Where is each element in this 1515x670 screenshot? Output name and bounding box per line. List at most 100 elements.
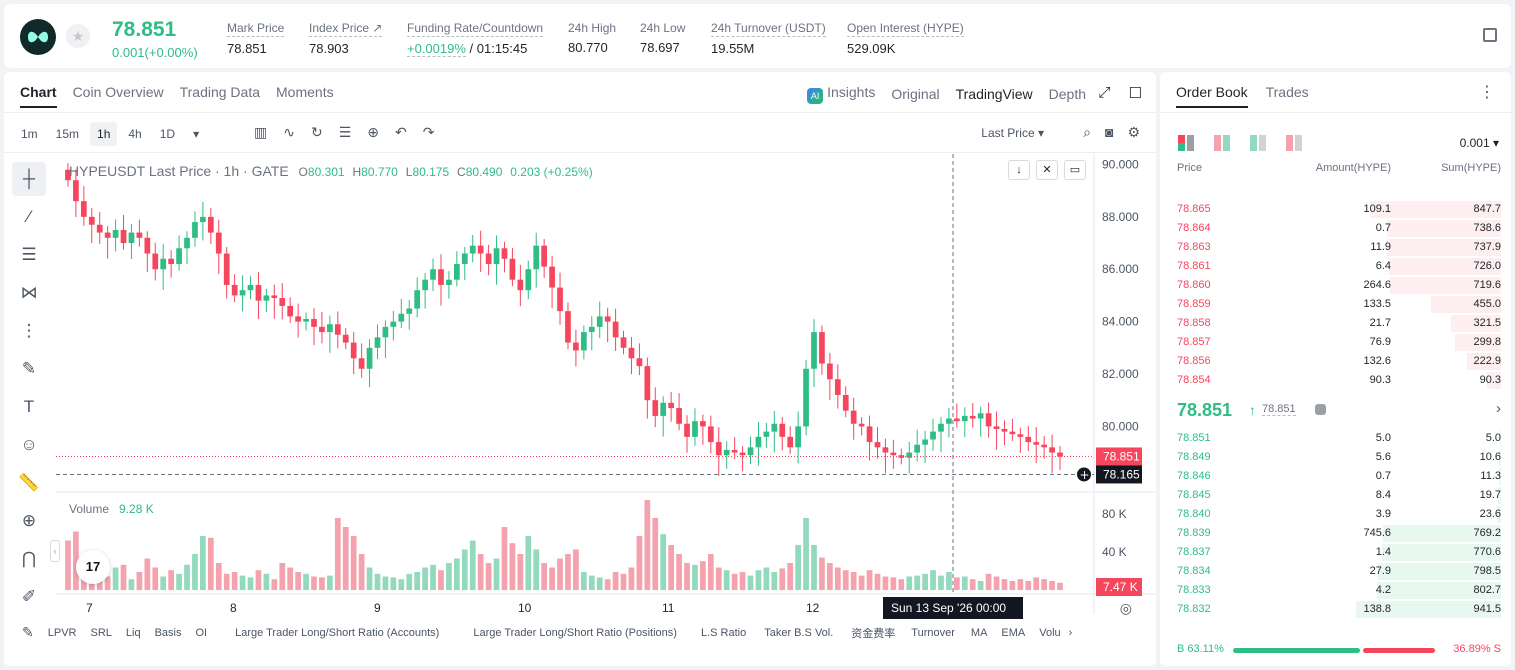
- chevron-right-icon[interactable]: ›: [1496, 400, 1501, 417]
- bids-row[interactable]: 78.851 5.0 5.0: [1160, 429, 1511, 448]
- indicator-liq[interactable]: Liq: [125, 626, 141, 639]
- indicator-srl[interactable]: SRL: [90, 626, 112, 639]
- indicator-ls-ratio[interactable]: L.S Ratio: [700, 626, 747, 639]
- tab-depth[interactable]: Depth: [1048, 86, 1086, 102]
- magnet-icon[interactable]: ⋂: [22, 549, 36, 568]
- bids-row[interactable]: 78.840 3.9 23.6: [1160, 505, 1511, 524]
- timeframe-1h[interactable]: 1h: [90, 122, 118, 146]
- fullscreen-icon[interactable]: ▭: [1064, 160, 1086, 180]
- candle-type-icon[interactable]: ▥: [254, 124, 268, 140]
- bids-only-icon[interactable]: [1250, 135, 1266, 151]
- templates-icon[interactable]: ☰: [338, 124, 352, 140]
- stat-funding-rate[interactable]: Funding Rate/Countdown +0.0019% / 01:15:…: [407, 21, 544, 57]
- bids-row[interactable]: 78.834 27.9 798.5: [1160, 562, 1511, 581]
- indicator-ma[interactable]: MA: [970, 626, 988, 639]
- tab-order-book[interactable]: Order Book: [1176, 84, 1248, 108]
- asks-row[interactable]: 78.863 11.9 737.9: [1160, 238, 1511, 257]
- more-menu-icon[interactable]: ⋮: [1479, 84, 1495, 101]
- tab-moments[interactable]: Moments: [276, 84, 334, 100]
- brush-icon[interactable]: ✎: [21, 359, 37, 378]
- ruler-icon[interactable]: 📏: [18, 473, 40, 492]
- tab-trades[interactable]: Trades: [1265, 84, 1309, 100]
- indicator-turnover[interactable]: Turnover: [911, 626, 955, 639]
- replay-icon[interactable]: ↻: [310, 124, 323, 140]
- undo-icon[interactable]: ↶: [395, 124, 407, 140]
- asks-only-icon[interactable]: [1286, 135, 1302, 151]
- asks-row[interactable]: 78.864 0.7 738.6: [1160, 219, 1511, 238]
- indicator-lt-positions[interactable]: Large Trader Long/Short Ratio (Positions…: [473, 626, 677, 639]
- timeframe-1d[interactable]: 1D: [159, 127, 176, 141]
- asks-row[interactable]: 78.860 264.6 719.6: [1160, 276, 1511, 295]
- window-icon[interactable]: ☐: [1128, 85, 1142, 102]
- zoom-in-icon[interactable]: ⊕: [21, 511, 37, 530]
- chevron-down-icon[interactable]: ▾: [193, 127, 200, 141]
- tab-tradingview[interactable]: TradingView: [955, 86, 1033, 102]
- indicator-oi[interactable]: OI: [195, 626, 208, 639]
- indicator-taker-vol[interactable]: Taker B.S Vol.: [764, 626, 834, 639]
- timeframe-1m[interactable]: 1m: [21, 127, 38, 141]
- emoji-icon[interactable]: ☺: [20, 435, 38, 454]
- bids-row[interactable]: 78.839 745.6 769.2: [1160, 524, 1511, 543]
- precision-select[interactable]: 0.001 ▾: [1459, 136, 1499, 150]
- tab-insights[interactable]: AI Insights: [807, 84, 875, 104]
- asks-row[interactable]: 78.857 76.9 299.8: [1160, 333, 1511, 352]
- book-icon[interactable]: [1483, 28, 1497, 42]
- add-alert-icon[interactable]: ⊕: [367, 124, 379, 140]
- tab-original[interactable]: Original: [891, 86, 940, 102]
- axis-settings-icon[interactable]: ◎: [1119, 600, 1132, 616]
- asks-row[interactable]: 78.861 6.4 726.0: [1160, 257, 1511, 276]
- mark-price[interactable]: 78.851: [1262, 403, 1296, 416]
- tab-trading-data[interactable]: Trading Data: [179, 84, 261, 100]
- indicator-volume[interactable]: Volu: [1039, 626, 1061, 639]
- collapse-icon[interactable]: ✕: [1036, 160, 1058, 180]
- fib-icon[interactable]: ⋮: [20, 321, 38, 340]
- tradingview-logo[interactable]: 17: [76, 550, 110, 584]
- stat-24h-turnover[interactable]: 24h Turnover (USDT) 19.55M: [711, 21, 826, 56]
- timeframe-15m[interactable]: 15m: [55, 127, 80, 141]
- chevron-right-icon[interactable]: ›: [1068, 626, 1073, 639]
- price-type-select[interactable]: Last Price ▾: [981, 126, 1044, 140]
- expand-icon[interactable]: ⤢: [1098, 84, 1111, 101]
- favorite-star-icon[interactable]: ★: [66, 24, 90, 48]
- redo-icon[interactable]: ↷: [422, 124, 435, 140]
- asks-row[interactable]: 78.859 133.5 455.0: [1160, 295, 1511, 314]
- price-chart[interactable]: 90.000 88.000 86.000 84.000 82.000 80.000 78.8…: [56, 154, 1156, 664]
- arrow-down-icon[interactable]: ↓: [1008, 160, 1030, 180]
- indicator-basis[interactable]: Basis: [154, 626, 182, 639]
- gear-icon[interactable]: ⚙: [1127, 124, 1140, 140]
- horizontal-lines-icon[interactable]: ☰: [21, 245, 37, 264]
- bids-row[interactable]: 78.833 4.2 802.7: [1160, 581, 1511, 600]
- stat-index-price[interactable]: Index Price ↗ 78.903: [309, 21, 383, 56]
- camera-icon[interactable]: ◙: [1104, 124, 1114, 140]
- search-icon[interactable]: ⌕: [1083, 124, 1091, 140]
- edit-pen-icon[interactable]: ✎: [22, 624, 34, 640]
- pattern-icon[interactable]: ⋈: [20, 283, 38, 302]
- crosshair-icon[interactable]: ┼: [12, 162, 46, 196]
- indicator-lpvr[interactable]: LPVR: [47, 626, 77, 639]
- asks-row[interactable]: 78.858 21.7 321.5: [1160, 314, 1511, 333]
- bids-row[interactable]: 78.832 138.8 941.5: [1160, 600, 1511, 619]
- stat-open-interest[interactable]: Open Interest (HYPE) 529.09K: [847, 21, 964, 56]
- indicator-funding[interactable]: 资金费率: [851, 627, 896, 640]
- indicator-ema[interactable]: EMA: [1001, 626, 1026, 639]
- indicator-lt-accounts[interactable]: Large Trader Long/Short Ratio (Accounts): [235, 626, 440, 639]
- pencil-lock-icon[interactable]: ✐: [21, 587, 37, 606]
- text-tool-icon[interactable]: T: [23, 397, 35, 416]
- asks-row[interactable]: 78.865 109.1 847.7: [1160, 200, 1511, 219]
- asks-row[interactable]: 78.856 132.6 222.9: [1160, 352, 1511, 371]
- red-green-icon[interactable]: [1214, 135, 1230, 151]
- bids-row[interactable]: 78.846 0.7 11.3: [1160, 467, 1511, 486]
- crosshair-price-tag-label: 78.165: [1103, 467, 1140, 481]
- stat-mark-price[interactable]: Mark Price 78.851: [227, 21, 285, 56]
- bids-row[interactable]: 78.837 1.4 770.6: [1160, 543, 1511, 562]
- timeframe-4h[interactable]: 4h: [128, 127, 142, 141]
- asks-row[interactable]: 78.854 90.3 90.3: [1160, 371, 1511, 390]
- both-sides-icon[interactable]: [1178, 135, 1194, 151]
- trendline-icon[interactable]: ⁄: [27, 207, 31, 226]
- collapse-toolbar-icon[interactable]: ‹: [50, 540, 60, 562]
- bids-row[interactable]: 78.849 5.6 10.6: [1160, 448, 1511, 467]
- tab-chart[interactable]: Chart: [20, 84, 57, 108]
- bids-row[interactable]: 78.845 8.4 19.7: [1160, 486, 1511, 505]
- tab-coin-overview[interactable]: Coin Overview: [72, 84, 164, 100]
- indicators-icon[interactable]: ∿: [283, 124, 295, 140]
